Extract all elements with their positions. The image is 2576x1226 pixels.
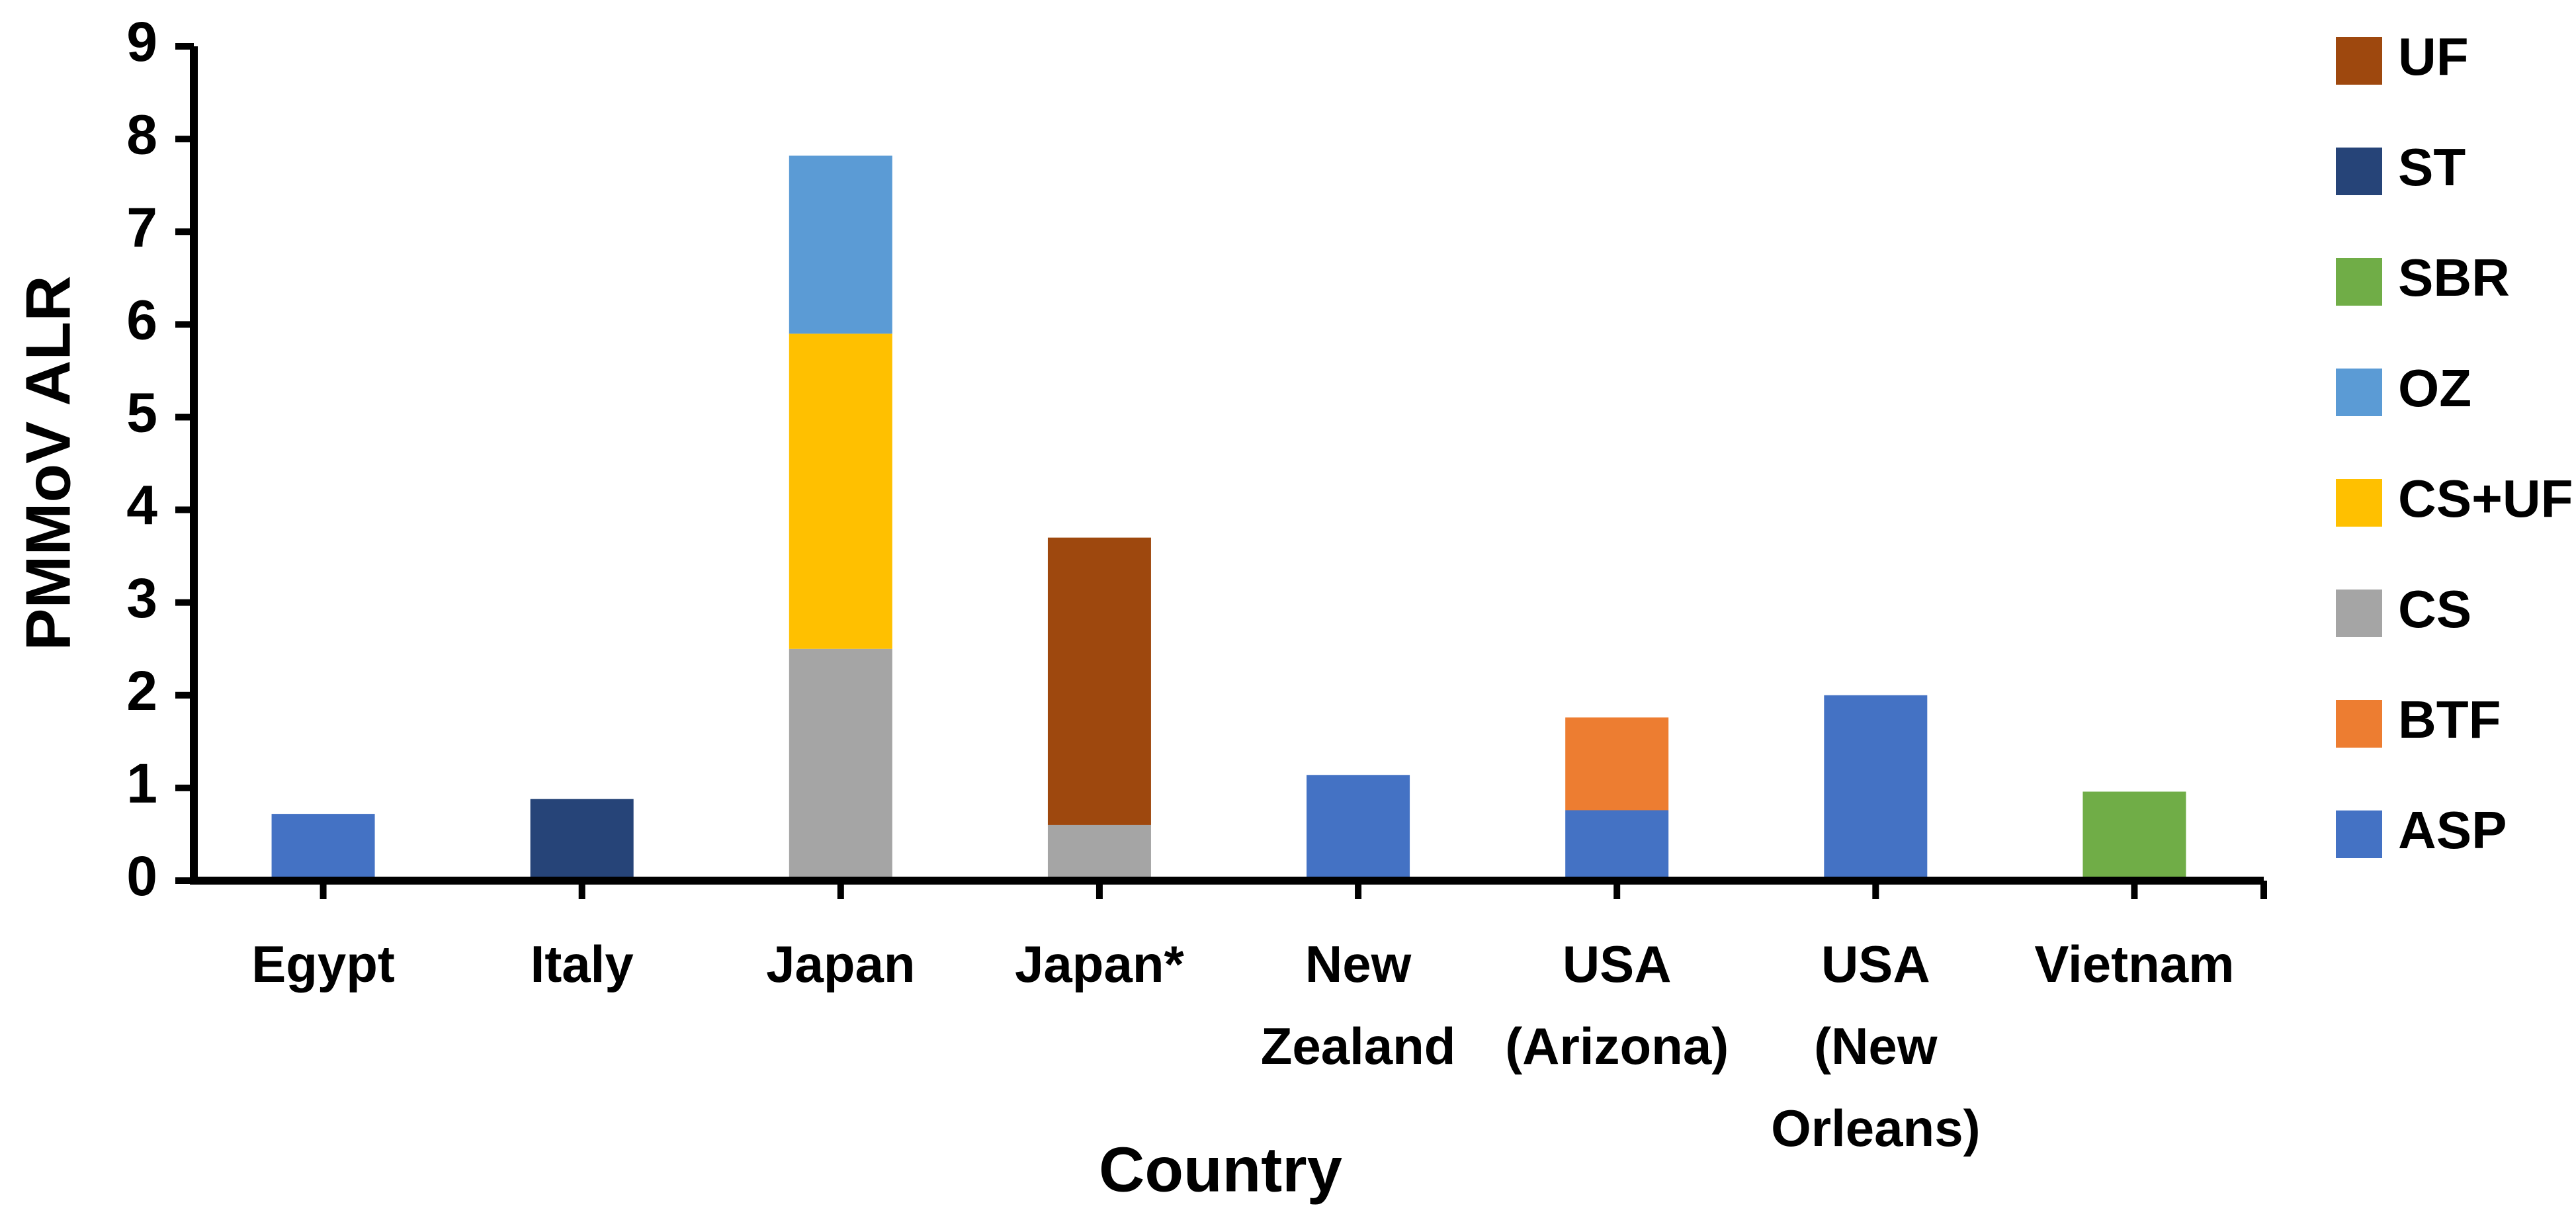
bar-segment [271, 814, 375, 881]
x-tick-label: Italy [530, 935, 634, 993]
legend-swatch [2336, 148, 2382, 195]
y-axis-label: PMMoV ALR [13, 275, 83, 650]
y-tick-label: 6 [126, 289, 157, 351]
bar-segment [1565, 717, 1669, 810]
x-axis-label: Country [1099, 1134, 1342, 1205]
legend-swatch [2336, 590, 2382, 637]
x-tick-label: Vietnam [2034, 935, 2235, 993]
y-tick-label: 4 [126, 474, 157, 537]
x-tick-label: USA (New Orleans) [1771, 935, 1981, 1157]
legend-label: ST [2398, 138, 2466, 197]
legend-swatch [2336, 700, 2382, 748]
x-tick-label: Egypt [251, 935, 395, 993]
legend-label: ASP [2398, 801, 2507, 859]
bar-segment [789, 333, 892, 649]
legend-label: OZ [2398, 359, 2471, 417]
bar-segment [789, 155, 892, 334]
legend-label: CS [2398, 580, 2471, 638]
y-tick-label: 9 [126, 11, 157, 73]
bar-segment [789, 648, 892, 881]
legend-label: BTF [2398, 690, 2501, 749]
bar-segment [1565, 810, 1669, 881]
bar-segment [1047, 824, 1151, 881]
legend-swatch [2336, 37, 2382, 85]
legend-swatch [2336, 479, 2382, 527]
y-tick-label: 2 [126, 660, 157, 722]
y-tick-label: 5 [126, 382, 157, 444]
bar-segment [1824, 695, 1928, 881]
legend-swatch [2336, 258, 2382, 306]
bar-segment [1307, 775, 1410, 881]
y-tick-label: 3 [126, 567, 157, 629]
legend-label: CS+UF [2398, 469, 2573, 528]
y-tick-label: 7 [126, 196, 157, 258]
x-tick-label: USA (Arizona) [1505, 935, 1729, 1075]
y-tick-label: 8 [126, 103, 157, 165]
x-tick-label: Japan [766, 935, 916, 993]
x-tick-label: New Zealand [1260, 935, 1456, 1075]
y-tick-label: 0 [126, 845, 157, 907]
bar-segment [2082, 791, 2186, 881]
legend-swatch [2336, 810, 2382, 858]
legend-label: SBR [2398, 248, 2510, 307]
x-tick-label: Japan* [1015, 935, 1184, 993]
bar-segment [1047, 537, 1151, 825]
legend-label: UF [2398, 27, 2469, 86]
legend-swatch [2336, 369, 2382, 416]
bar-segment [530, 799, 634, 881]
y-tick-label: 1 [126, 752, 157, 814]
